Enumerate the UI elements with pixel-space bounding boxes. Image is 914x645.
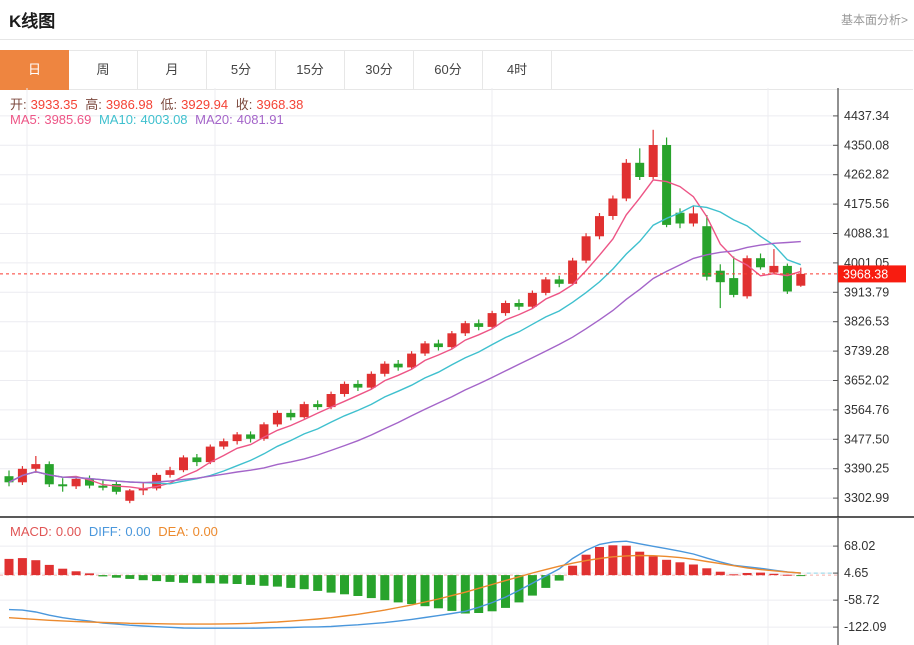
candles [4,129,806,504]
candlestick-chart-canvas[interactable]: 4437.344350.084262.824175.564088.314001.… [0,88,914,518]
tab-30min[interactable]: 30分 [345,51,414,89]
ma5-value: 3985.69 [44,112,92,127]
svg-text:3302.99: 3302.99 [844,491,889,505]
tab-month[interactable]: 月 [138,51,207,89]
ma20-line [8,240,801,484]
tab-5min[interactable]: 5分 [207,51,276,89]
tab-15min[interactable]: 15分 [276,51,345,89]
ma20-label: MA20: [195,112,233,127]
svg-text:4088.31: 4088.31 [844,227,889,241]
svg-text:4437.34: 4437.34 [844,109,889,123]
ma5-line [8,179,802,490]
dea-line [8,554,801,625]
svg-text:4.65: 4.65 [844,566,868,580]
price-gridlines [0,88,838,517]
svg-text:3739.28: 3739.28 [844,344,889,358]
ma10-line [8,205,802,485]
diff-label: DIFF: [88,524,122,539]
macd-chart-canvas[interactable]: 68.02 4.65 -58.72 -122.09 [0,518,914,645]
ma5-label: MA5: [10,112,41,127]
macd-gridlines [0,518,838,645]
close-label: 收: [235,97,253,112]
svg-text:3652.02: 3652.02 [844,374,889,388]
ma20-value: 4081.91 [236,112,284,127]
svg-text:3826.53: 3826.53 [844,315,889,329]
interval-tab-bar: 日周月 5分 15分 30分 60分 4时 [0,50,913,90]
ohlc-info-bar: 开: 3933.35 高: 3986.98 低: 3929.94 收: 3968.38 [10,94,307,113]
ma-info-bar: MA5: 3985.69 MA10: 4003.08 MA20: 4081.91 [10,112,288,127]
svg-text:3564.76: 3564.76 [844,403,889,417]
diff-line [8,540,801,629]
page-title: K线图 [9,12,56,31]
dea-label: DEA: [158,524,189,539]
price-axis-labels: 4437.344350.084262.824175.564088.314001.… [833,109,889,505]
high-value: 3986.98 [105,97,153,112]
open-value: 3933.35 [30,97,78,112]
svg-text:4262.82: 4262.82 [844,168,889,182]
header-divider [0,39,914,40]
macd-axis-labels: 68.02 4.65 -58.72 -122.09 [833,539,886,634]
macd-value: 0.00 [55,524,82,539]
diff-value: 0.00 [125,524,151,539]
high-label: 高: [85,97,102,112]
svg-text:68.02: 68.02 [844,539,875,553]
macd-histogram [4,545,806,614]
ma10-label: MA10: [98,112,137,127]
svg-text:3913.79: 3913.79 [844,285,889,299]
svg-text:-122.09: -122.09 [844,620,886,634]
ma10-value: 4003.08 [140,112,188,127]
low-value: 3929.94 [181,97,229,112]
low-label: 低: [160,97,178,112]
svg-text:3390.25: 3390.25 [844,462,889,476]
close-value: 3968.38 [256,97,304,112]
page-header: K线图 基本面分析> [0,0,914,38]
tab-day[interactable]: 日 [0,50,69,90]
macd-label: MACD: [10,524,52,539]
svg-text:3477.50: 3477.50 [844,432,889,446]
tab-4hour[interactable]: 4时 [483,51,552,89]
tab-60min[interactable]: 60分 [414,51,483,89]
open-label: 开: [10,97,27,112]
svg-text:-58.72: -58.72 [844,593,879,607]
fundamental-analysis-link[interactable]: 基本面分析> [840,13,908,27]
svg-text:3968.38: 3968.38 [843,267,888,281]
svg-text:4175.56: 4175.56 [844,197,889,211]
current-price-tag: 3968.38 [838,265,906,283]
svg-text:4350.08: 4350.08 [844,138,889,152]
macd-info-bar: MACD: 0.00 DIFF: 0.00 DEA: 0.00 [10,524,222,539]
tab-week[interactable]: 周 [69,51,138,89]
dea-value: 0.00 [192,524,218,539]
